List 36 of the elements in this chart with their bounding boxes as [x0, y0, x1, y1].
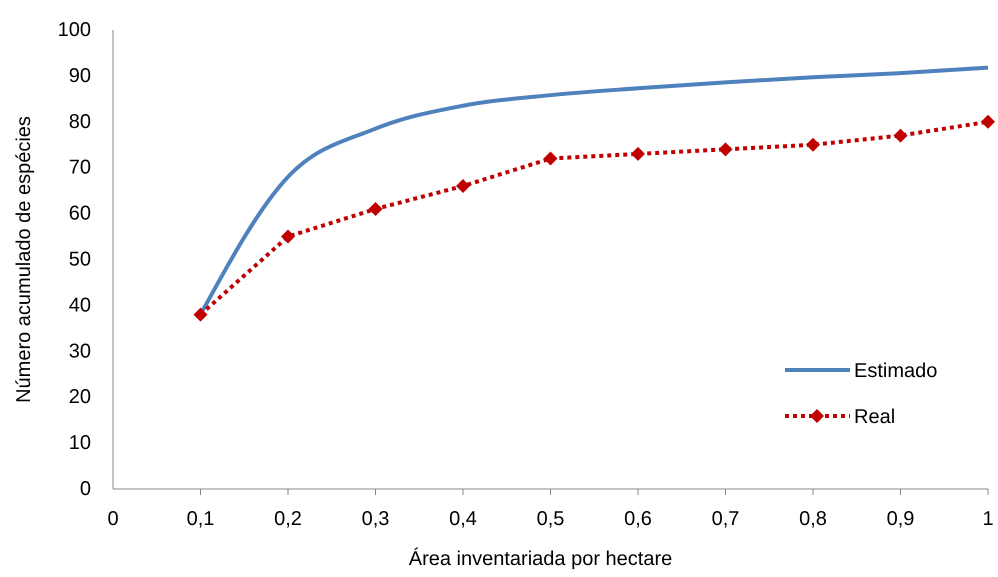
x-tick-label: 0,2 [274, 508, 302, 530]
y-tick-label: 0 [80, 478, 91, 500]
y-tick-label: 20 [68, 386, 91, 408]
x-tick-label: 0,7 [712, 508, 740, 530]
x-tick-label: 0,1 [186, 508, 214, 530]
x-tick-label: 0,3 [362, 508, 390, 530]
point [631, 146, 645, 161]
x-tick-label: 1 [982, 508, 994, 530]
y-tick-label: 80 [68, 110, 91, 133]
x-tick-label: 0,8 [799, 508, 827, 530]
x-tick-label: 0,5 [536, 508, 564, 530]
x-tick-label: 0,9 [886, 508, 914, 530]
y-axis-title: Número acumulado de espécies [13, 116, 35, 403]
point [981, 114, 995, 129]
point [281, 230, 295, 244]
y-tick-label: 100 [58, 19, 91, 41]
x-tick-label: 0,6 [624, 508, 652, 530]
x-tick-label: 0,4 [449, 508, 477, 530]
point [806, 138, 820, 152]
y-tick-label: 10 [68, 432, 91, 454]
point [894, 128, 908, 143]
legend-label: Estimado [854, 360, 938, 382]
y-tick-label: 90 [68, 64, 91, 87]
point [544, 152, 558, 166]
y-tick-label: 30 [68, 340, 91, 362]
point [718, 142, 732, 156]
y-tick-label: 70 [68, 156, 91, 179]
point [194, 308, 208, 322]
point [368, 202, 382, 216]
point [456, 179, 470, 194]
y-tick-label: 50 [68, 248, 91, 270]
y-tick-label: 60 [68, 202, 91, 225]
legend-label: Real [854, 406, 896, 428]
x-axis-title: Área inventariada por hectare [408, 547, 672, 570]
x-tick-label: 0 [107, 508, 119, 530]
y-tick-label: 40 [68, 294, 91, 316]
